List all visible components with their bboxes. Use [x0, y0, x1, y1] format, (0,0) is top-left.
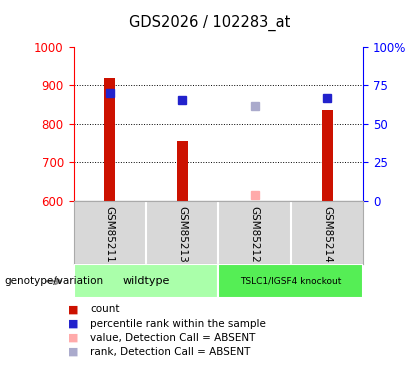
Text: GSM85214: GSM85214 — [322, 206, 332, 262]
Bar — [218, 264, 363, 298]
Bar — [104, 78, 115, 201]
Text: percentile rank within the sample: percentile rank within the sample — [90, 319, 266, 328]
Text: ■: ■ — [68, 347, 79, 357]
Text: genotype/variation: genotype/variation — [4, 276, 103, 286]
Text: value, Detection Call = ABSENT: value, Detection Call = ABSENT — [90, 333, 256, 343]
Bar — [177, 141, 188, 201]
Text: ■: ■ — [68, 319, 79, 328]
Text: count: count — [90, 304, 120, 314]
Text: ■: ■ — [68, 333, 79, 343]
Text: GDS2026 / 102283_at: GDS2026 / 102283_at — [129, 15, 291, 31]
Text: GSM85212: GSM85212 — [249, 206, 260, 262]
Text: GSM85211: GSM85211 — [105, 206, 115, 262]
Bar — [322, 110, 333, 201]
Text: GSM85213: GSM85213 — [177, 206, 187, 262]
Text: wildtype: wildtype — [122, 276, 170, 286]
Text: ■: ■ — [68, 304, 79, 314]
Text: rank, Detection Call = ABSENT: rank, Detection Call = ABSENT — [90, 347, 251, 357]
Bar — [74, 264, 218, 298]
Text: TSLC1/IGSF4 knockout: TSLC1/IGSF4 knockout — [240, 277, 341, 286]
